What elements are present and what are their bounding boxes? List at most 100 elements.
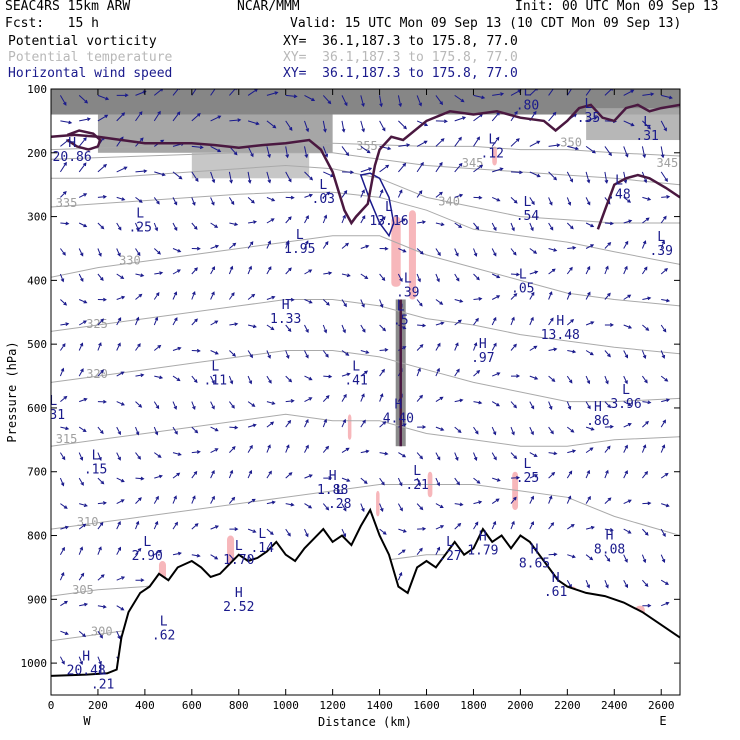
wind-vector-586 bbox=[567, 524, 575, 530]
wind-vector-294 bbox=[623, 294, 632, 300]
wind-vector-589 bbox=[623, 528, 632, 534]
extremum-value-20: .31 bbox=[42, 408, 65, 423]
wind-vector-511 bbox=[360, 477, 368, 484]
wind-vector-227 bbox=[604, 241, 612, 249]
theta-contour-325 bbox=[51, 299, 680, 355]
wind-vector-204 bbox=[172, 248, 182, 253]
wind-vector-176 bbox=[266, 218, 275, 224]
wind-vector-542 bbox=[322, 503, 330, 511]
wind-vector-453 bbox=[510, 426, 515, 436]
extremum-value-2: .03 bbox=[312, 192, 335, 207]
wind-vector-308 bbox=[266, 324, 275, 331]
wind-vector-3 bbox=[116, 93, 129, 98]
wind-vector-517 bbox=[473, 477, 481, 484]
x-tick-label-1200: 1200 bbox=[319, 699, 346, 712]
pv-contour-1 bbox=[596, 173, 680, 230]
wind-vector-17 bbox=[379, 95, 383, 108]
wind-vector-512 bbox=[379, 477, 385, 486]
wind-vector-298 bbox=[78, 320, 88, 326]
wind-vector-234 bbox=[116, 273, 125, 279]
wind-vector-460 bbox=[642, 420, 649, 428]
wind-vector-105 bbox=[172, 171, 183, 180]
wind-vector-444 bbox=[341, 418, 346, 428]
wind-vector-146 bbox=[322, 191, 331, 198]
wind-vector-632 bbox=[78, 630, 86, 638]
west-end-label: W bbox=[83, 714, 91, 728]
wind-vector-50 bbox=[379, 120, 386, 132]
extremum-marker-40: L bbox=[99, 664, 107, 679]
wind-vector-556 bbox=[585, 495, 591, 504]
wind-vector-318 bbox=[454, 319, 462, 326]
wind-vector-544 bbox=[360, 503, 365, 513]
wind-vector-235 bbox=[135, 273, 145, 278]
wind-vector-618 bbox=[397, 571, 403, 581]
wind-vector-301 bbox=[135, 316, 140, 326]
extremum-marker-7: L bbox=[585, 97, 593, 112]
wind-vector-322 bbox=[529, 316, 534, 326]
wind-vector-276 bbox=[285, 297, 295, 302]
wind-vector-36 bbox=[116, 112, 126, 122]
extremum-value-26: .25 bbox=[516, 471, 539, 486]
east-end-label: E bbox=[659, 714, 666, 728]
y-tick-label-300: 300 bbox=[27, 211, 47, 224]
extremum-marker-17: H bbox=[479, 337, 487, 352]
wind-vector-621 bbox=[604, 580, 609, 589]
wind-vector-467 bbox=[154, 452, 162, 458]
theta-label-305: 305 bbox=[72, 583, 94, 597]
wind-vector-148 bbox=[360, 189, 365, 198]
wind-vector-577 bbox=[398, 528, 407, 533]
wind-vector-182 bbox=[379, 216, 386, 224]
wind-vector-84 bbox=[398, 143, 411, 147]
wind-vector-87 bbox=[454, 136, 462, 147]
wind-vector-252 bbox=[454, 273, 460, 282]
extremum-marker-2: L bbox=[319, 178, 327, 193]
wind-vector-393 bbox=[623, 375, 628, 385]
wind-vector-426 bbox=[623, 401, 632, 406]
extremum-value-31: 1.70 bbox=[223, 553, 254, 568]
wind-vector-409 bbox=[304, 397, 313, 403]
wind-vector-303 bbox=[172, 317, 178, 326]
wind-vector-580 bbox=[454, 522, 462, 530]
wind-vector-211 bbox=[304, 240, 309, 249]
wind-vector-259 bbox=[585, 265, 591, 275]
wind-vector-597 bbox=[154, 549, 162, 556]
wind-vector-555 bbox=[566, 495, 572, 504]
theta-label-330: 330 bbox=[119, 253, 141, 267]
extremum-value-38: .62 bbox=[152, 629, 175, 644]
field-theta-name: Potential temperature bbox=[8, 50, 173, 65]
wind-vector-41 bbox=[210, 115, 222, 122]
wind-vector-238 bbox=[191, 267, 198, 275]
pink-patch-2 bbox=[492, 146, 497, 166]
theta-contour-320 bbox=[51, 350, 680, 403]
wind-vector-187 bbox=[473, 222, 480, 231]
wind-vector-620 bbox=[585, 580, 590, 589]
wind-vector-1 bbox=[78, 95, 89, 104]
wind-vector-331 bbox=[78, 342, 84, 351]
extremum-value-39: 20.48 bbox=[67, 664, 106, 679]
wind-vector-18 bbox=[397, 95, 402, 108]
wind-vector-174 bbox=[229, 222, 239, 226]
wind-vector-594 bbox=[97, 546, 102, 555]
wind-vector-492 bbox=[623, 444, 628, 453]
wind-vector-565 bbox=[135, 520, 140, 530]
wind-vector-184 bbox=[417, 220, 426, 224]
wind-vector-253 bbox=[473, 273, 480, 281]
wind-vector-339 bbox=[229, 350, 236, 357]
wind-vector-51 bbox=[398, 120, 407, 130]
wind-vector-248 bbox=[379, 273, 386, 282]
wind-vector-458 bbox=[604, 424, 614, 429]
wind-vector-478 bbox=[360, 449, 370, 454]
extremum-marker-23: H bbox=[594, 400, 602, 415]
wind-vector-324 bbox=[566, 318, 575, 326]
wind-vector-327 bbox=[623, 324, 633, 329]
extremum-value-1: .25 bbox=[128, 220, 151, 235]
theta-label-extra-0: 355 bbox=[356, 139, 378, 153]
wind-vector-383 bbox=[435, 367, 440, 377]
wind-vector-183 bbox=[398, 218, 407, 224]
wind-vector-135 bbox=[116, 196, 126, 201]
wind-vector-305 bbox=[210, 320, 219, 326]
extremum-value-27: 1.88 bbox=[317, 483, 348, 498]
wind-vector-436 bbox=[191, 426, 199, 434]
wind-vector-38 bbox=[153, 110, 161, 122]
wind-vector-595 bbox=[116, 546, 121, 555]
